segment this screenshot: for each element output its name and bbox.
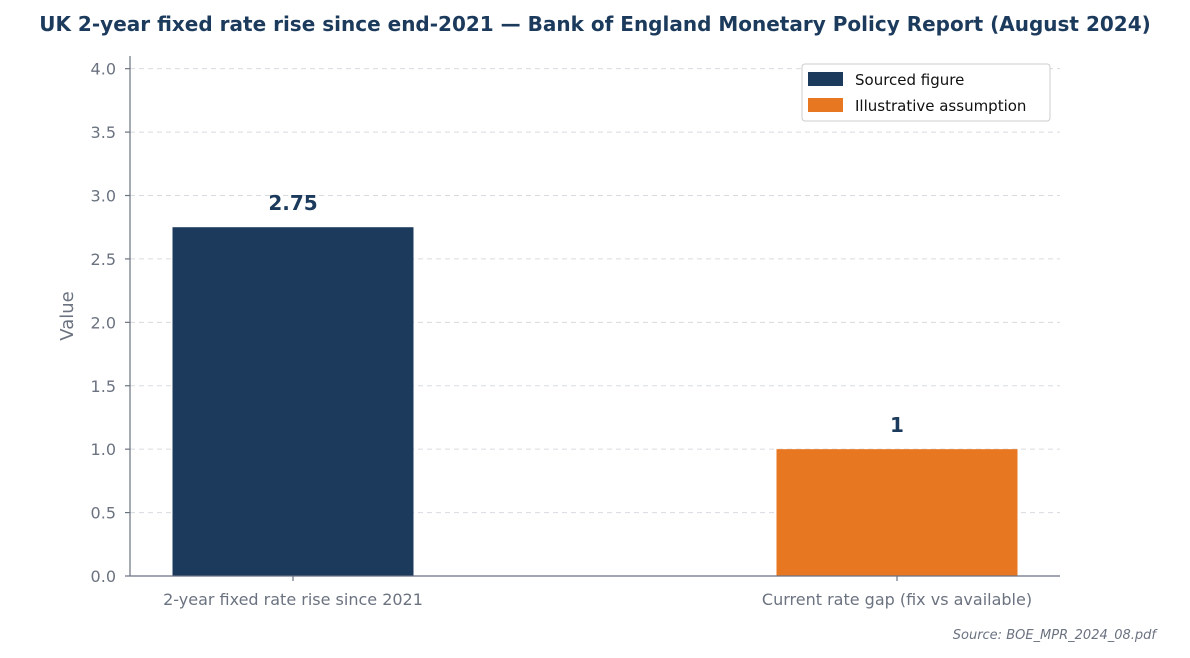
- y-tick-label: 2.0: [91, 313, 116, 332]
- legend-label: Illustrative assumption: [855, 97, 1026, 115]
- bar: [172, 227, 414, 576]
- legend-label: Sourced figure: [855, 71, 964, 89]
- chart-title: UK 2-year fixed rate rise since end-2021…: [39, 12, 1151, 36]
- data-label: 1: [890, 413, 904, 437]
- data-labels: 2.75 1: [268, 191, 904, 437]
- y-tick-label: 0.0: [91, 567, 116, 586]
- y-tick-label: 2.5: [91, 250, 116, 269]
- y-tick-label: 3.5: [91, 123, 116, 142]
- y-axis-label: Value: [57, 291, 78, 340]
- y-tick-label: 0.5: [91, 504, 116, 523]
- source-note: Source: BOE_MPR_2024_08.pdf: [953, 628, 1159, 643]
- x-tick-label: Current rate gap (fix vs available): [762, 590, 1032, 609]
- legend-swatch: [808, 72, 843, 86]
- data-label: 2.75: [268, 191, 317, 215]
- legend: Sourced figure Illustrative assumption: [801, 63, 1051, 122]
- x-tick-label: 2-year fixed rate rise since 2021: [163, 590, 423, 609]
- y-tick-label: 4.0: [91, 60, 116, 79]
- y-tick-label: 1.0: [91, 440, 116, 459]
- legend-swatch: [808, 98, 843, 112]
- bar: [776, 449, 1018, 576]
- y-tick-label: 1.5: [91, 377, 116, 396]
- x-axis-ticks: 2-year fixed rate rise since 2021 Current…: [163, 576, 1032, 609]
- bars: [172, 227, 1018, 576]
- legend-box: [801, 63, 1051, 122]
- y-axis-ticks: 0.0 0.5 1.0 1.5 2.0 2.5 3.0 3.5 4.0: [91, 60, 130, 586]
- y-tick-label: 3.0: [91, 187, 116, 206]
